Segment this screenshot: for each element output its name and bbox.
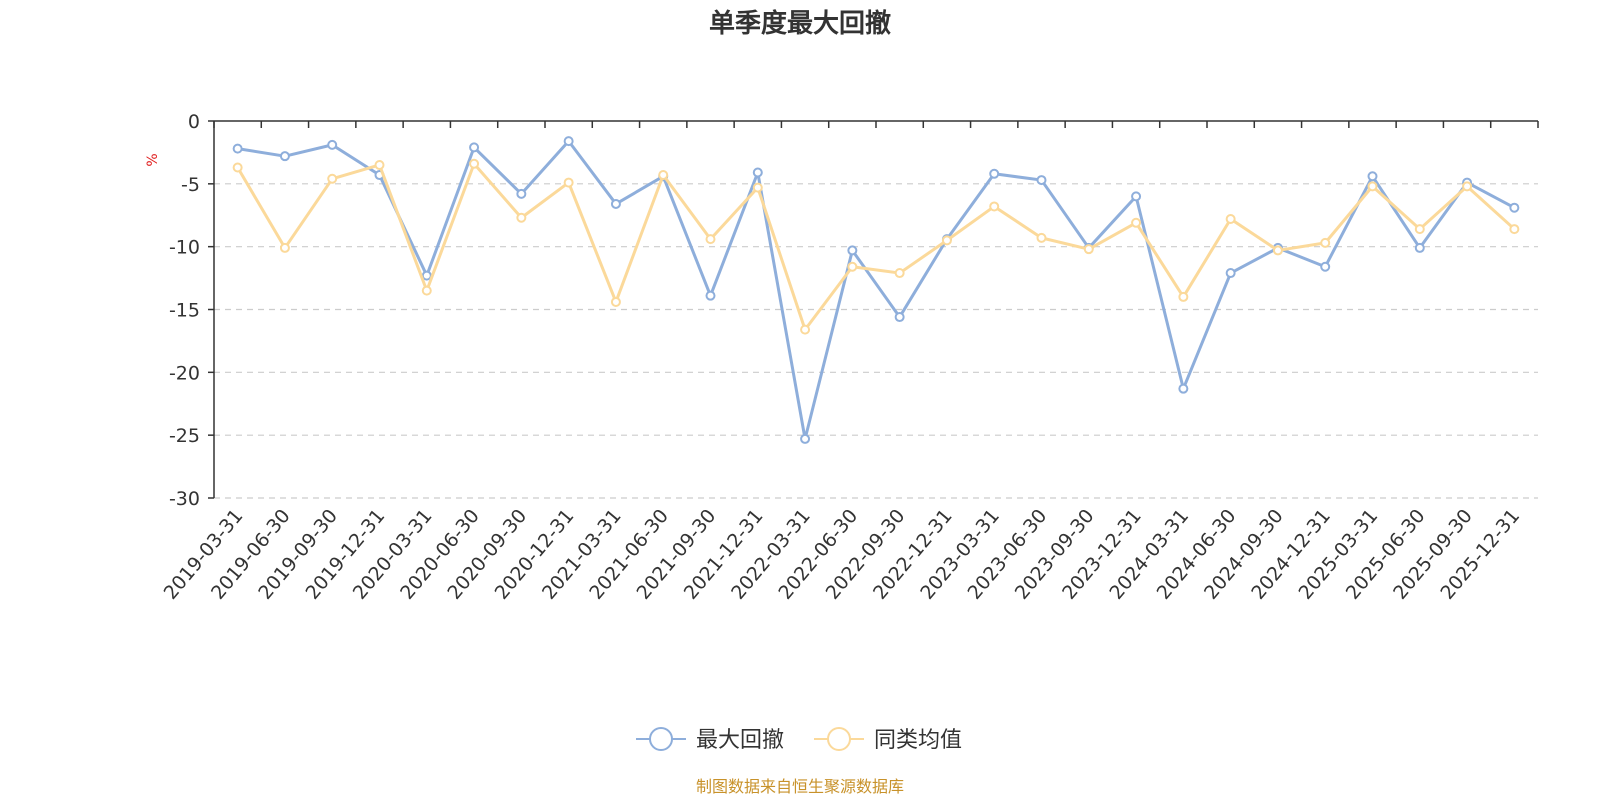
series-2 xyxy=(232,158,1520,335)
data-point[interactable] xyxy=(469,158,480,169)
y-tick-label: -20 xyxy=(169,362,200,384)
legend-label: 最大回撤 xyxy=(696,728,784,753)
legend-marker-icon xyxy=(827,727,851,751)
data-point[interactable] xyxy=(1414,224,1425,235)
grid-lines xyxy=(214,183,1538,499)
legend-label: 同类均值 xyxy=(874,728,962,753)
y-tick-label: -30 xyxy=(169,488,200,510)
data-point[interactable] xyxy=(1178,383,1189,394)
data-point[interactable] xyxy=(374,159,385,170)
data-point[interactable] xyxy=(705,234,716,245)
data-point[interactable] xyxy=(752,167,763,178)
data-point[interactable] xyxy=(1036,232,1047,243)
data-point[interactable] xyxy=(658,170,669,181)
data-point[interactable] xyxy=(1036,175,1047,186)
data-point[interactable] xyxy=(563,177,574,188)
y-tick-label: -5 xyxy=(181,174,200,196)
data-point[interactable] xyxy=(421,270,432,281)
data-point[interactable] xyxy=(1320,261,1331,272)
legend-item-2[interactable]: 同类均值 xyxy=(814,727,962,753)
legend[interactable]: 最大回撤 同类均值 xyxy=(636,727,962,753)
series-line xyxy=(236,162,1516,332)
series-1 xyxy=(232,136,1520,444)
data-point[interactable] xyxy=(1509,224,1520,235)
axes: 0-5-10-15-20-25-302019-03-312019-06-3020… xyxy=(160,111,1539,604)
data-point[interactable] xyxy=(705,290,716,301)
y-tick-label: -25 xyxy=(169,425,200,447)
data-point[interactable] xyxy=(752,182,763,193)
data-point[interactable] xyxy=(610,198,621,209)
data-point[interactable] xyxy=(1225,214,1236,225)
data-point[interactable] xyxy=(1131,191,1142,202)
data-point[interactable] xyxy=(1320,237,1331,248)
data-point[interactable] xyxy=(847,261,858,272)
series-line xyxy=(237,139,1516,441)
data-point[interactable] xyxy=(327,139,338,150)
y-tick-label: -15 xyxy=(169,300,200,322)
data-point[interactable] xyxy=(279,151,290,162)
data-point[interactable] xyxy=(563,136,574,147)
series-lines xyxy=(232,136,1520,444)
data-point[interactable] xyxy=(1083,244,1094,255)
data-point[interactable] xyxy=(327,173,338,184)
chart-title: 单季度最大回撤 xyxy=(709,8,891,39)
data-point[interactable] xyxy=(1367,181,1378,192)
data-point[interactable] xyxy=(941,235,952,246)
data-source-note: 制图数据来自恒生聚源数据库 xyxy=(696,777,904,796)
data-point[interactable] xyxy=(232,143,243,154)
data-point[interactable] xyxy=(847,245,858,256)
y-tick-label: 0 xyxy=(188,111,200,133)
data-point[interactable] xyxy=(516,188,527,199)
data-point[interactable] xyxy=(1414,242,1425,253)
data-point[interactable] xyxy=(894,312,905,323)
y-tick-label: -10 xyxy=(169,237,200,259)
data-point[interactable] xyxy=(800,433,811,444)
data-point[interactable] xyxy=(1272,245,1283,256)
data-point[interactable] xyxy=(800,324,811,335)
data-point[interactable] xyxy=(989,168,1000,179)
data-point[interactable] xyxy=(894,268,905,279)
data-point[interactable] xyxy=(1367,171,1378,182)
y-axis-unit-label: % xyxy=(145,153,161,166)
data-point[interactable] xyxy=(1131,217,1142,228)
data-point[interactable] xyxy=(469,142,480,153)
data-point[interactable] xyxy=(1509,202,1520,213)
data-point[interactable] xyxy=(421,285,432,296)
data-point[interactable] xyxy=(232,162,243,173)
legend-marker-icon xyxy=(649,727,673,751)
data-point[interactable] xyxy=(516,212,527,223)
data-point[interactable] xyxy=(989,201,1000,212)
legend-item-1[interactable]: 最大回撤 xyxy=(636,727,784,753)
data-point[interactable] xyxy=(1462,181,1473,192)
data-point[interactable] xyxy=(279,242,290,253)
data-point[interactable] xyxy=(1178,291,1189,302)
data-point[interactable] xyxy=(1225,268,1236,279)
data-point[interactable] xyxy=(610,296,621,307)
